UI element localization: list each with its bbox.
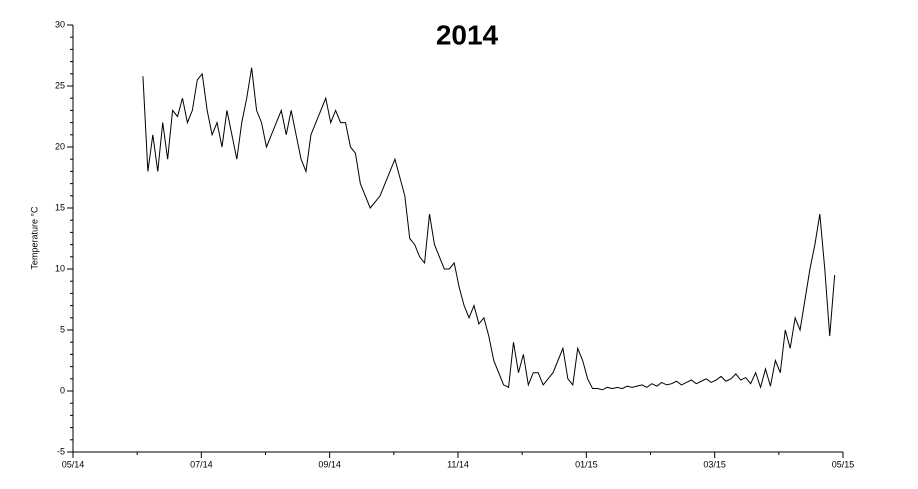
y-tick-label: 0 xyxy=(60,385,65,395)
x-tick-label: 09/14 xyxy=(318,459,341,469)
y-tick-label: 30 xyxy=(55,19,65,29)
y-axis-label: Temperature °C xyxy=(29,206,39,270)
y-tick-label: 20 xyxy=(55,141,65,151)
x-tick-label: 03/15 xyxy=(703,459,726,469)
chart-title: 2014 xyxy=(436,19,499,50)
x-tick-label: 05/15 xyxy=(832,459,855,469)
x-tick-label: 05/14 xyxy=(62,459,85,469)
y-tick-label: 15 xyxy=(55,202,65,212)
y-tick-label: 5 xyxy=(60,324,65,334)
x-tick-label: 01/15 xyxy=(575,459,598,469)
x-tick-label: 11/14 xyxy=(447,459,469,469)
y-tick-label: -5 xyxy=(57,446,65,456)
y-tick-label: 10 xyxy=(55,263,65,273)
x-tick-label: 07/14 xyxy=(190,459,213,469)
data-line xyxy=(142,67,836,391)
y-tick-label: 25 xyxy=(55,80,65,90)
